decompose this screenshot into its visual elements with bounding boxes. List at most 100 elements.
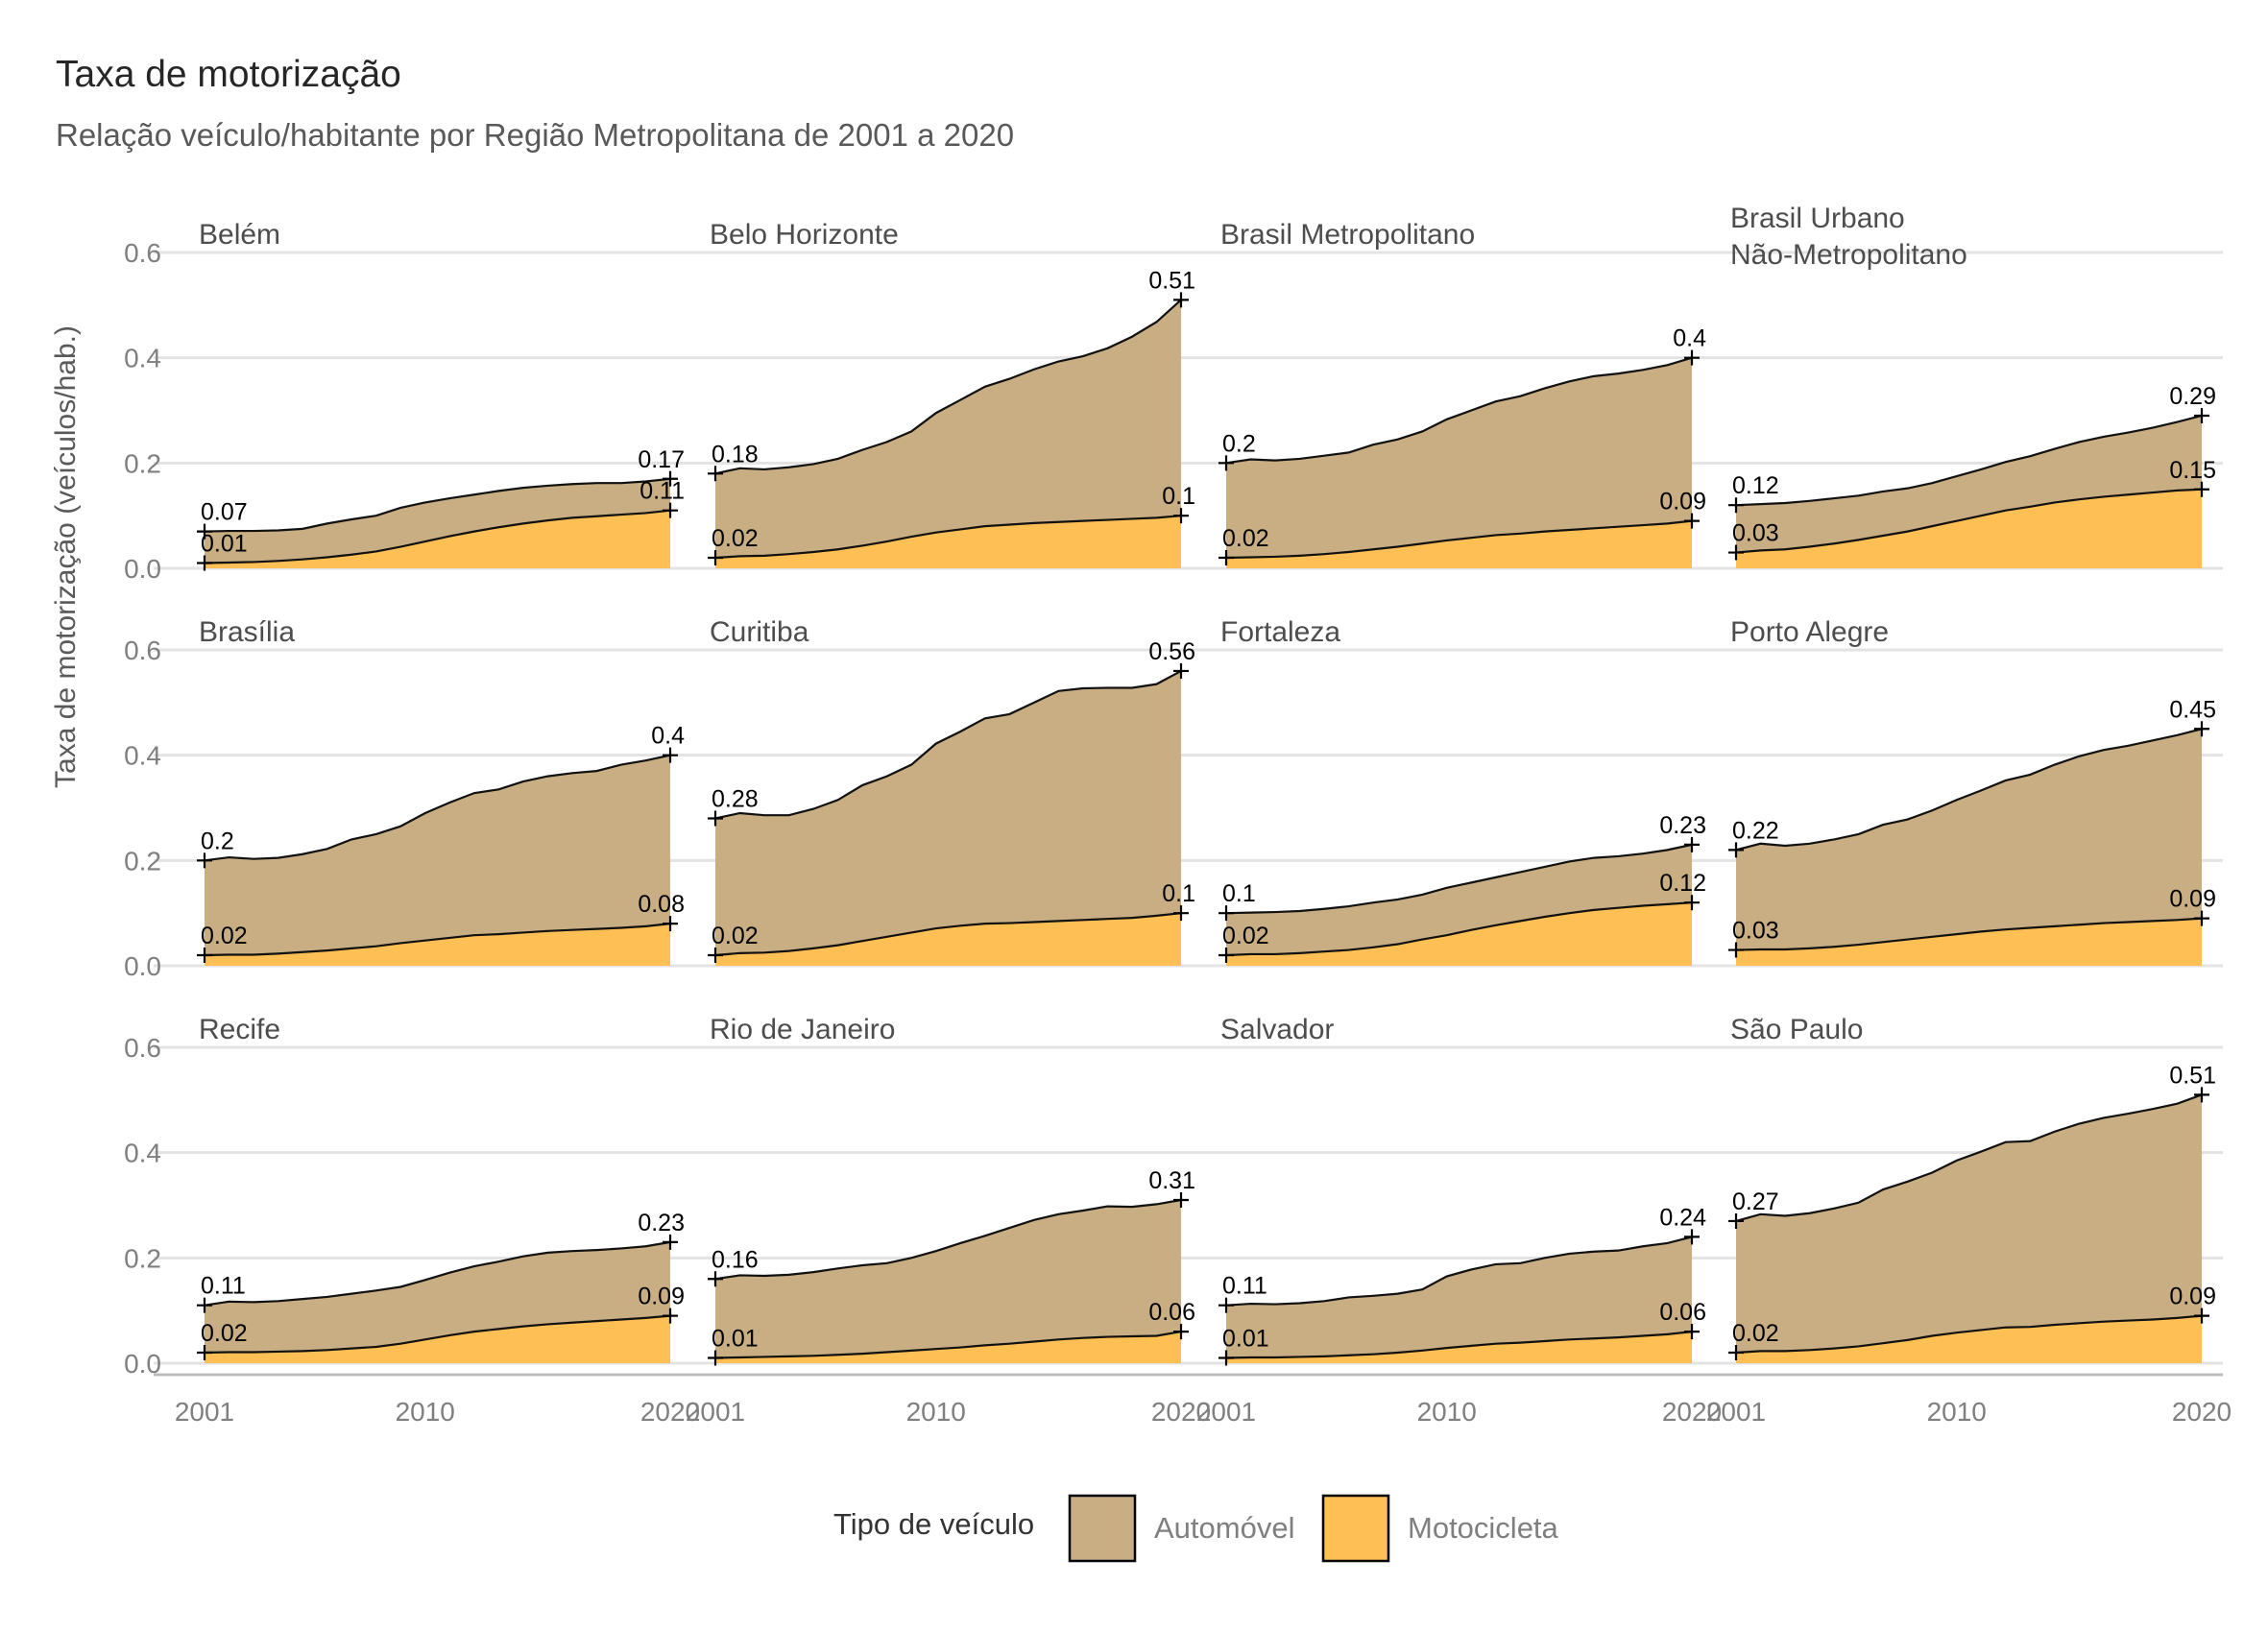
point-marker	[1684, 836, 1700, 852]
point-marker	[197, 852, 212, 869]
x-tick-label: 2020	[1662, 1397, 1722, 1427]
motocicleta-line	[204, 1314, 671, 1355]
facet-panels: 0.00.20.40.60.00.20.40.60.00.20.40.6Belé…	[124, 203, 2232, 1427]
motocicleta-line	[204, 509, 671, 564]
data-label: 0.4	[651, 723, 685, 750]
point-marker	[708, 948, 723, 964]
automovel-area	[1736, 1094, 2202, 1363]
facet-title-line: Porto Alegre	[1730, 616, 1889, 648]
point-marker	[1728, 1212, 1744, 1229]
chart-subtitle: Relação veículo/habitante por Região Met…	[56, 117, 1014, 153]
data-label: 0.09	[1659, 489, 1706, 516]
motocicleta-area	[1226, 520, 1692, 568]
data-label: 0.28	[712, 785, 759, 812]
automovel-line	[1225, 843, 1693, 915]
facet-title: Belo Horizonte	[710, 219, 899, 251]
data-label: 0.11	[639, 478, 685, 505]
automovel-line	[1225, 356, 1693, 465]
data-label: 0.4	[1673, 325, 1706, 352]
automovel-line	[714, 1198, 1182, 1281]
data-label: 0.02	[1222, 923, 1269, 949]
y-tick-label: 0.6	[124, 1033, 161, 1063]
data-label: 0.02	[712, 525, 759, 552]
automovel-area	[205, 755, 670, 966]
data-label: 0.01	[1222, 1326, 1269, 1353]
motocicleta-line	[1735, 917, 2203, 951]
y-tick-label: 0.6	[124, 636, 161, 665]
facet-panel: Porto Alegre 0.22 0.45 0.03 0.09	[1728, 616, 2216, 966]
automovel-area	[715, 300, 1181, 568]
facet-panel: São Paulo 0.27 0.51 0.02 0.09 2001 2010 2020	[1706, 1014, 2232, 1427]
data-label: 0.24	[1659, 1204, 1706, 1231]
facet-title-line: Recife	[199, 1014, 280, 1045]
data-label: 0.15	[2169, 457, 2216, 484]
legend-label: Motocicleta	[1408, 1511, 1559, 1545]
point-marker	[663, 502, 678, 518]
point-marker	[1728, 842, 1744, 858]
point-marker	[663, 747, 678, 763]
facet-panel: Salvador 0.11 0.24 0.01 0.06 2001 2010 2020	[1196, 1014, 1722, 1427]
data-label: 0.23	[638, 1210, 685, 1236]
automovel-line	[1225, 1236, 1693, 1307]
point-marker	[663, 916, 678, 932]
facet-title-line: Belo Horizonte	[710, 219, 899, 251]
data-label: 0.18	[712, 441, 759, 468]
data-label: 0.03	[1732, 918, 1779, 945]
data-label: 0.09	[2169, 1284, 2216, 1310]
automovel-line	[714, 669, 1182, 820]
motocicleta-line	[204, 923, 671, 957]
motocicleta-line	[1225, 1331, 1693, 1359]
facet-panel: Rio de Janeiro 0.16 0.31 0.01 0.06 2001 2010 20…	[686, 1014, 1211, 1427]
facet-title: Belém	[199, 219, 280, 251]
point-marker	[197, 1345, 212, 1361]
point-marker	[1728, 942, 1744, 958]
facet-title: Curitiba	[710, 616, 809, 648]
facet-panel: Brasil Metropolitano 0.2 0.4 0.02 0.09	[1218, 219, 1706, 568]
point-marker	[708, 1271, 723, 1287]
point-marker	[663, 1308, 678, 1324]
point-marker	[1173, 662, 1189, 679]
point-marker	[197, 948, 212, 964]
y-tick-label: 0.4	[124, 344, 161, 373]
automovel-area	[1226, 1236, 1692, 1363]
x-tick-label: 2001	[1196, 1397, 1256, 1427]
data-label: 0.51	[1148, 267, 1195, 294]
point-marker	[1218, 550, 1234, 566]
facet-title: Fortaleza	[1220, 616, 1340, 648]
point-marker	[2194, 407, 2209, 423]
data-label: 0.02	[1222, 525, 1269, 552]
facet-title: Salvador	[1220, 1014, 1334, 1045]
data-label: 0.1	[1222, 880, 1256, 907]
data-label: 0.11	[1222, 1273, 1267, 1300]
data-label: 0.06	[1659, 1299, 1706, 1326]
data-label: 0.06	[1148, 1299, 1195, 1326]
motocicleta-area	[1226, 902, 1692, 966]
x-tick-label: 2010	[1927, 1397, 1987, 1427]
point-marker	[1173, 905, 1189, 922]
facet-title-line: Não-Metropolitano	[1730, 239, 1967, 271]
automovel-area	[1226, 357, 1692, 568]
data-label: 0.02	[1732, 1320, 1779, 1347]
point-marker	[2194, 481, 2209, 497]
automovel-area	[1736, 729, 2202, 966]
motocicleta-line	[1225, 519, 1693, 560]
point-marker	[2194, 1087, 2209, 1103]
data-label: 0.01	[201, 531, 248, 558]
data-label: 0.09	[2169, 886, 2216, 913]
data-label: 0.12	[1659, 870, 1706, 897]
data-label: 0.27	[1732, 1188, 1779, 1215]
data-label: 0.2	[1222, 430, 1256, 457]
automovel-line	[714, 299, 1182, 475]
y-tick-label: 0.4	[124, 741, 161, 771]
facet-panel: Brasil Urbano Não-Metropolitano 0.12 0.29 0.…	[1728, 203, 2216, 568]
data-label: 0.51	[2169, 1062, 2216, 1089]
point-marker	[197, 523, 212, 540]
data-label: 0.23	[1659, 812, 1706, 839]
point-marker	[2194, 910, 2209, 926]
data-label: 0.22	[1732, 817, 1779, 844]
automovel-line	[1735, 728, 2203, 852]
automovel-line	[204, 1240, 671, 1307]
automovel-line	[1735, 1093, 2203, 1223]
point-marker	[1684, 349, 1700, 366]
facet-title-line: Brasil Metropolitano	[1220, 219, 1475, 251]
